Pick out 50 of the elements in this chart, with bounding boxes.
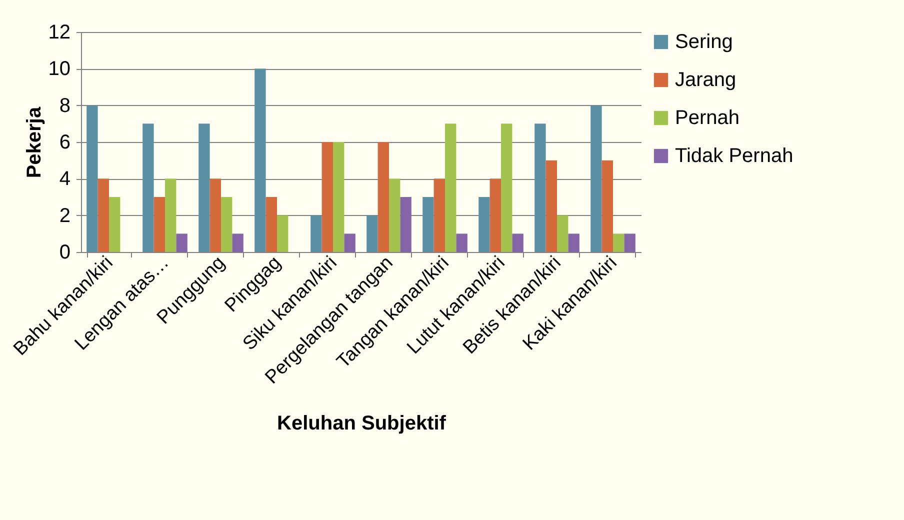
bar [422, 197, 434, 252]
bar [624, 234, 636, 252]
legend-label: Sering [675, 31, 733, 53]
bar [176, 234, 188, 252]
bar [154, 197, 165, 252]
bar [198, 124, 210, 252]
y-axis-title: Pekerja [23, 106, 46, 178]
bar [165, 178, 176, 252]
y-tick-label: 6 [59, 132, 70, 154]
bar [546, 160, 557, 252]
bar [266, 197, 277, 252]
bar [333, 142, 344, 252]
bar [456, 234, 468, 252]
bar [378, 142, 389, 252]
legend-label: Tidak Pernah [675, 145, 794, 167]
y-tick-label: 12 [48, 22, 70, 44]
bar [512, 234, 524, 252]
legend-label: Jarang [675, 69, 736, 91]
bar [322, 142, 333, 252]
bar [232, 234, 244, 252]
x-axis-title: Keluhan Subjektif [277, 412, 446, 435]
bar [478, 197, 490, 252]
bar [613, 234, 624, 252]
bar [344, 234, 356, 252]
bar [310, 215, 322, 252]
bar [277, 215, 288, 252]
y-tick-label: 8 [59, 94, 70, 117]
y-tick-label: 2 [59, 204, 70, 227]
bar [400, 197, 412, 252]
bar [434, 178, 445, 252]
bar [445, 124, 456, 252]
bar [98, 178, 109, 252]
bar [210, 178, 221, 252]
bar [534, 124, 546, 252]
bar [254, 68, 266, 252]
bar [568, 234, 580, 252]
bar [109, 197, 120, 252]
legend-label: Pernah [675, 107, 740, 129]
bar [221, 197, 232, 252]
bar [602, 160, 613, 252]
bar [86, 105, 98, 252]
bar [490, 178, 501, 252]
bar [590, 105, 602, 252]
bar [501, 124, 512, 252]
y-tick-label: 4 [59, 168, 70, 190]
bar [557, 215, 568, 252]
bar [142, 124, 154, 252]
bar [389, 178, 400, 252]
y-tick-label: 10 [48, 58, 70, 80]
bar [366, 215, 378, 252]
